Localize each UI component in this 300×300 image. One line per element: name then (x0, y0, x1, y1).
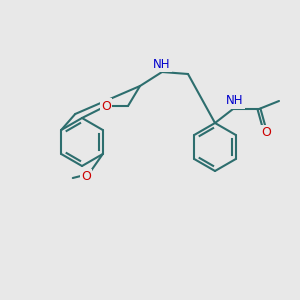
Text: O: O (101, 100, 111, 112)
Text: NH: NH (226, 94, 244, 107)
Text: O: O (261, 127, 271, 140)
Text: O: O (81, 170, 91, 184)
Text: NH: NH (153, 58, 171, 70)
